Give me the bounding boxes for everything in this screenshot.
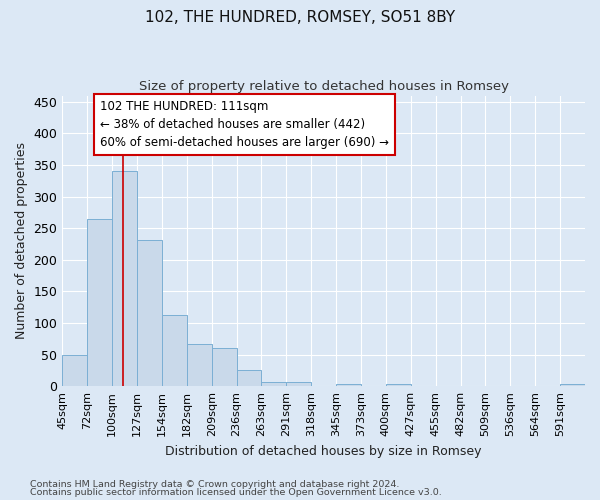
Text: Contains public sector information licensed under the Open Government Licence v3: Contains public sector information licen… [30, 488, 442, 497]
Bar [187, 344, 212, 386]
Bar [236, 370, 262, 386]
Bar [62, 354, 87, 386]
Bar [262, 382, 286, 386]
Y-axis label: Number of detached properties: Number of detached properties [15, 142, 28, 340]
Text: 102 THE HUNDRED: 111sqm
← 38% of detached houses are smaller (442)
60% of semi-d: 102 THE HUNDRED: 111sqm ← 38% of detache… [100, 100, 389, 149]
Text: Contains HM Land Registry data © Crown copyright and database right 2024.: Contains HM Land Registry data © Crown c… [30, 480, 400, 489]
Bar [162, 315, 187, 386]
X-axis label: Distribution of detached houses by size in Romsey: Distribution of detached houses by size … [166, 444, 482, 458]
Bar [286, 382, 311, 386]
Bar [386, 384, 411, 386]
Text: 102, THE HUNDRED, ROMSEY, SO51 8BY: 102, THE HUNDRED, ROMSEY, SO51 8BY [145, 10, 455, 25]
Title: Size of property relative to detached houses in Romsey: Size of property relative to detached ho… [139, 80, 509, 93]
Bar [212, 348, 236, 386]
Bar [560, 384, 585, 386]
Bar [137, 240, 162, 386]
Bar [87, 219, 112, 386]
Bar [336, 384, 361, 386]
Bar [112, 172, 137, 386]
